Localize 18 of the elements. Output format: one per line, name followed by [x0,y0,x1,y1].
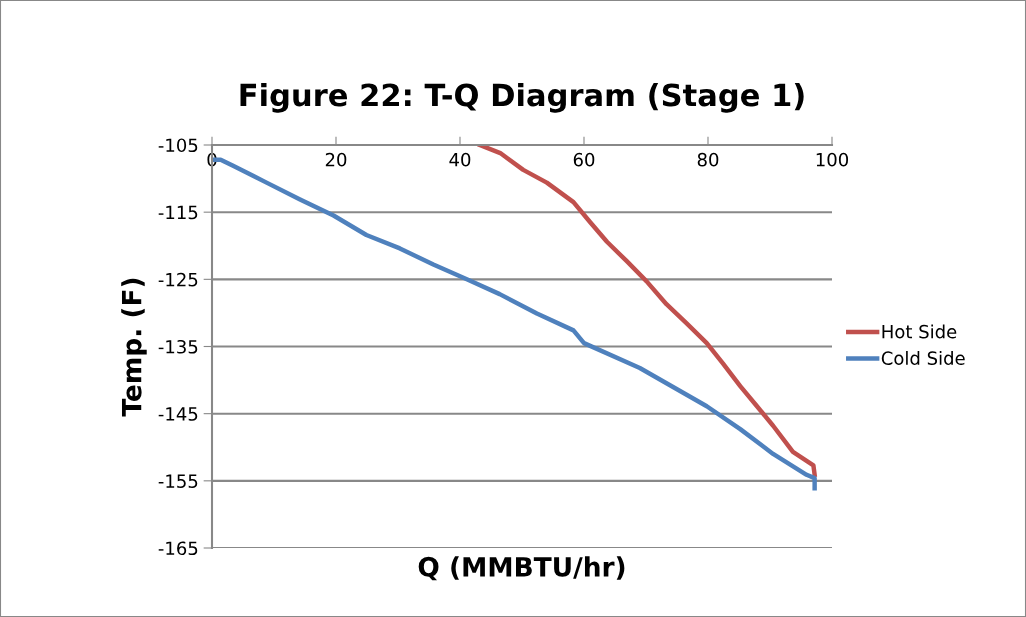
x-tick-label: 80 [697,152,719,167]
y-tick-label: -145 [158,407,198,421]
y-tick-label: -165 [158,541,198,556]
x-tick-label: 20 [325,152,347,167]
chart-title: Figure 22: T-Q Diagram (Stage 1) [240,82,804,113]
line-series [477,145,817,478]
x-tick-label: 100 [816,152,849,167]
x-tick-label: 40 [449,152,471,167]
y-tick-label: -125 [158,272,198,287]
y-tick-label: -105 [158,138,198,153]
x-axis-title: Q (MMBTU/hr) [418,556,625,581]
x-tick-label: 60 [573,152,595,167]
y-tick-label: -155 [158,474,198,488]
legend-label: Cold Side [881,351,965,365]
legend-label: Hot Side [882,324,957,339]
y-tick-label: -115 [158,205,198,220]
y-tick-label: -135 [158,339,198,354]
y-axis-title: Temp. (F) [121,278,147,417]
